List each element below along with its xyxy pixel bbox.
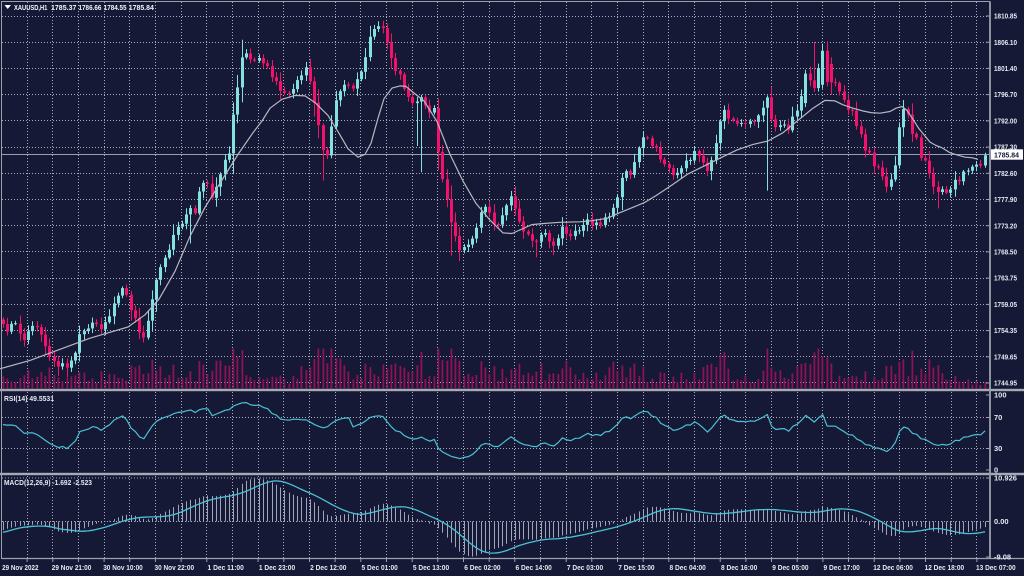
svg-text:8 Dec 04:00: 8 Dec 04:00 — [670, 563, 706, 572]
svg-text:1792.00: 1792.00 — [994, 117, 1017, 126]
svg-text:2 Dec 12:00: 2 Dec 12:00 — [310, 563, 346, 572]
svg-text:-9.08: -9.08 — [994, 553, 1011, 562]
svg-text:9 Dec 05:00: 9 Dec 05:00 — [772, 563, 808, 572]
svg-text:1773.20: 1773.20 — [994, 221, 1017, 230]
svg-text:1787.30: 1787.30 — [994, 143, 1017, 152]
svg-text:1785.37: 1785.37 — [51, 3, 76, 12]
svg-text:12 Dec 06:00: 12 Dec 06:00 — [873, 563, 913, 572]
svg-text:0.00: 0.00 — [994, 517, 1009, 526]
svg-text:1 Dec 11:00: 1 Dec 11:00 — [208, 563, 244, 572]
svg-text:1759.05: 1759.05 — [994, 300, 1017, 309]
svg-text:1786.66: 1786.66 — [79, 3, 102, 12]
svg-text:XAUUSD,H1: XAUUSD,H1 — [14, 3, 47, 12]
svg-text:1744.95: 1744.95 — [994, 379, 1017, 388]
svg-text:30 Nov 22:00: 30 Nov 22:00 — [155, 563, 195, 572]
svg-text:8 Dec 16:00: 8 Dec 16:00 — [721, 563, 757, 572]
svg-text:1763.75: 1763.75 — [994, 274, 1017, 283]
svg-text:29 Nov 21:00: 29 Nov 21:00 — [52, 563, 92, 572]
svg-text:5 Dec 01:00: 5 Dec 01:00 — [362, 563, 398, 572]
svg-text:1784.55: 1784.55 — [104, 3, 127, 12]
svg-text:1806.10: 1806.10 — [994, 38, 1017, 47]
svg-text:RSI(14) 49.5531: RSI(14) 49.5531 — [4, 394, 54, 403]
svg-text:1768.50: 1768.50 — [994, 248, 1017, 257]
svg-text:1785.84: 1785.84 — [994, 150, 1020, 159]
svg-text:1796.70: 1796.70 — [994, 90, 1017, 99]
svg-text:1810.85: 1810.85 — [994, 12, 1017, 21]
svg-text:13 Dec 07:00: 13 Dec 07:00 — [976, 563, 1016, 572]
svg-text:29 Nov 2022: 29 Nov 2022 — [2, 563, 38, 572]
svg-text:30 Nov 10:00: 30 Nov 10:00 — [103, 563, 143, 572]
svg-text:7 Dec 15:00: 7 Dec 15:00 — [618, 563, 654, 572]
svg-text:1782.60: 1782.60 — [994, 169, 1017, 178]
svg-text:12 Dec 18:00: 12 Dec 18:00 — [925, 563, 965, 572]
svg-text:1785.84: 1785.84 — [129, 3, 155, 12]
svg-text:10.926: 10.926 — [994, 474, 1017, 483]
svg-text:1801.40: 1801.40 — [994, 64, 1017, 73]
svg-text:MACD(12,26,9) -1.692 -2.523: MACD(12,26,9) -1.692 -2.523 — [4, 478, 92, 487]
svg-text:7 Dec 03:00: 7 Dec 03:00 — [567, 563, 603, 572]
svg-text:6 Dec 14:00: 6 Dec 14:00 — [516, 563, 552, 572]
svg-text:9 Dec 17:00: 9 Dec 17:00 — [824, 563, 860, 572]
svg-text:1777.90: 1777.90 — [994, 195, 1017, 204]
svg-text:100: 100 — [994, 391, 1007, 400]
svg-text:5 Dec 13:00: 5 Dec 13:00 — [413, 563, 449, 572]
svg-text:30: 30 — [994, 444, 1002, 453]
svg-text:1749.65: 1749.65 — [994, 352, 1017, 361]
svg-text:0: 0 — [994, 466, 998, 475]
svg-text:6 Dec 02:00: 6 Dec 02:00 — [464, 563, 500, 572]
svg-text:1 Dec 23:00: 1 Dec 23:00 — [259, 563, 295, 572]
svg-text:70: 70 — [994, 413, 1002, 422]
svg-text:1754.35: 1754.35 — [994, 326, 1017, 335]
